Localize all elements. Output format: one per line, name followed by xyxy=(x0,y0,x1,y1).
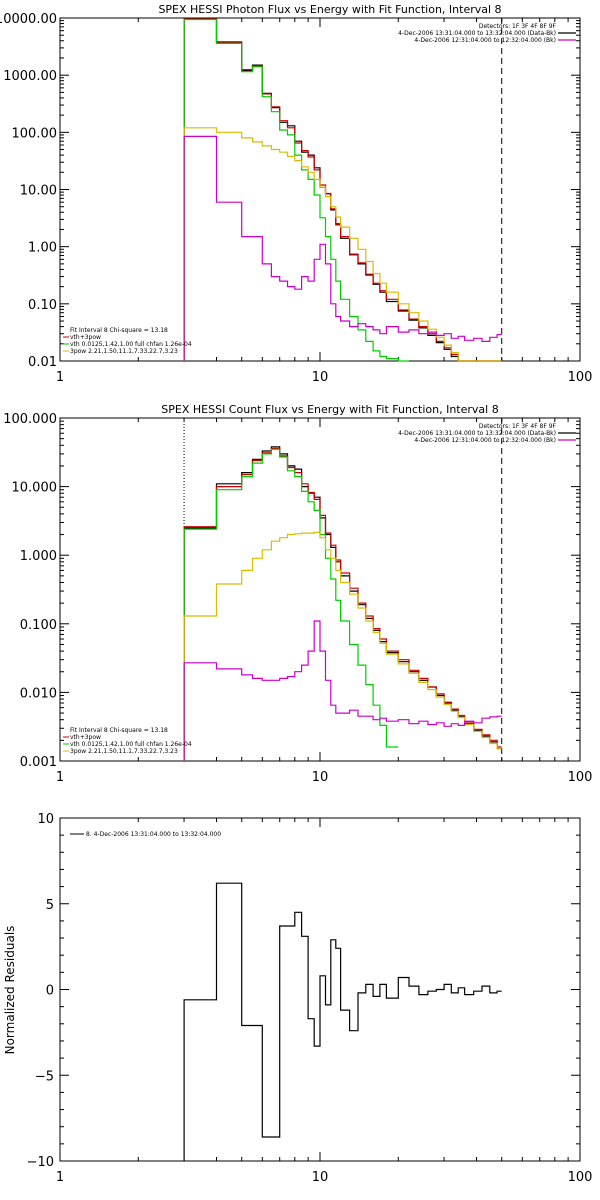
y-tick-label: 0.01 xyxy=(28,355,57,370)
x-tick-label: 1 xyxy=(56,1170,64,1185)
y-tick-label: 1.00 xyxy=(28,241,57,256)
residuals-ylabel: Normalized Residuals xyxy=(3,926,17,1055)
count-flux-series xyxy=(183,446,502,761)
series-line-vth-3pow xyxy=(183,447,502,761)
y-tick-label: 100.00 xyxy=(12,126,58,141)
legend-bottom-entry: vth+3pow xyxy=(70,334,101,341)
photon-flux-title: SPEX HESSI Photon Flux vs Energy with Fi… xyxy=(158,3,501,16)
residuals-panel: Normalized Residuals 1 10 100 10 5 0 −5 −10 8. … xyxy=(3,812,592,1185)
series-line-8- xyxy=(183,882,502,1161)
x-tick-label: 1 xyxy=(56,370,64,385)
series-line-bk xyxy=(183,620,502,761)
x-tick-label: 10 xyxy=(312,1170,329,1185)
y-tick-label: −5 xyxy=(35,1069,54,1084)
count-flux-title: SPEX HESSI Count Flux vs Energy with Fit… xyxy=(161,403,498,416)
series-line-3pow xyxy=(183,531,502,761)
y-tick-label: 0.001 xyxy=(20,755,57,770)
legend-top-entry: Detectors: 1F 3F 4F 8F 9F xyxy=(479,423,557,430)
series-line-vth-3pow xyxy=(183,18,502,362)
y-tick-label: 0.010 xyxy=(20,686,57,701)
x-tick-label: 100 xyxy=(568,770,593,785)
y-tick-label: −10 xyxy=(27,1155,54,1170)
count-flux-legend: Detectors: 1F 3F 4F 8F 9F4-Dec-2006 13:3… xyxy=(63,423,576,755)
series-line-3pow xyxy=(183,127,502,362)
residuals-ticks: 1 10 100 10 5 0 −5 −10 xyxy=(27,812,593,1185)
x-tick-label: 10 xyxy=(312,370,329,385)
legend-bottom-entry: Fit Interval 8 Chi-square = 13.18 xyxy=(70,727,168,734)
legend-top-entry: 4-Dec-2006 13:31:04.000 to 13:32:04.000 … xyxy=(398,430,556,437)
legend-top-entry: 4-Dec-2006 12:31:04.000 to 12:32:04.000 … xyxy=(414,37,556,44)
photon-flux-series xyxy=(183,18,502,362)
y-tick-label: 10 xyxy=(37,812,54,827)
y-tick-label: 0 xyxy=(46,984,54,999)
legend-top-entry: 4-Dec-2006 13:31:04.000 to 13:32:04.000 … xyxy=(398,30,556,37)
x-tick-label: 100 xyxy=(568,1170,593,1185)
y-tick-label: 10000.00 xyxy=(0,12,57,27)
y-tick-label: 1000.00 xyxy=(3,69,57,84)
count-flux-panel: SPEX HESSI Count Flux vs Energy with Fit… xyxy=(3,403,592,785)
series-line-data-bk xyxy=(183,18,502,362)
x-tick-label: 1 xyxy=(56,770,64,785)
residuals-series xyxy=(183,882,502,1161)
photon-flux-legend: Detectors: 1F 3F 4F 8F 9F4-Dec-2006 13:3… xyxy=(63,23,576,355)
x-tick-label: 10 xyxy=(312,770,329,785)
y-tick-label: 100.000 xyxy=(3,412,57,427)
y-tick-label: 5 xyxy=(46,898,54,913)
legend-bottom-entry: 3pow 2.21,1.50,11.1,7.33,22.7,3.23 xyxy=(70,348,178,355)
photon-flux-panel: SPEX HESSI Photon Flux vs Energy with Fi… xyxy=(0,3,592,385)
y-tick-label: 0.100 xyxy=(20,618,57,633)
legend-bottom-entry: vth 0.0125,1.42,1.00 full chfan 1.26e-04 xyxy=(70,741,192,748)
legend-bottom-entry: vth 0.0125,1.42,1.00 full chfan 1.26e-04 xyxy=(70,341,192,348)
y-tick-label: 0.10 xyxy=(28,298,57,313)
legend-top-entry: Detectors: 1F 3F 4F 8F 9F xyxy=(479,23,557,30)
series-line-vth xyxy=(183,18,409,362)
series-line-vth xyxy=(183,448,399,761)
residuals-legend: 8. 4-Dec-2006 13:31:04.000 to 13:32:04.0… xyxy=(70,831,221,838)
y-tick-label: 10.00 xyxy=(20,184,57,199)
series-line-bk xyxy=(183,135,502,361)
series-line-data-bk xyxy=(183,446,502,761)
legend-entry: 8. 4-Dec-2006 13:31:04.000 to 13:32:04.0… xyxy=(86,831,221,838)
legend-bottom-entry: vth+3pow xyxy=(70,734,101,741)
legend-bottom-entry: Fit Interval 8 Chi-square = 13.18 xyxy=(70,327,168,334)
y-tick-label: 10.000 xyxy=(12,481,58,496)
x-tick-label: 100 xyxy=(568,370,593,385)
legend-top-entry: 4-Dec-2006 12:31:04.000 to 12:32:04.000 … xyxy=(414,437,556,444)
y-tick-label: 1.000 xyxy=(20,549,57,564)
legend-bottom-entry: 3pow 2.21,1.50,11.1,7.33,22.7,3.23 xyxy=(70,748,178,755)
